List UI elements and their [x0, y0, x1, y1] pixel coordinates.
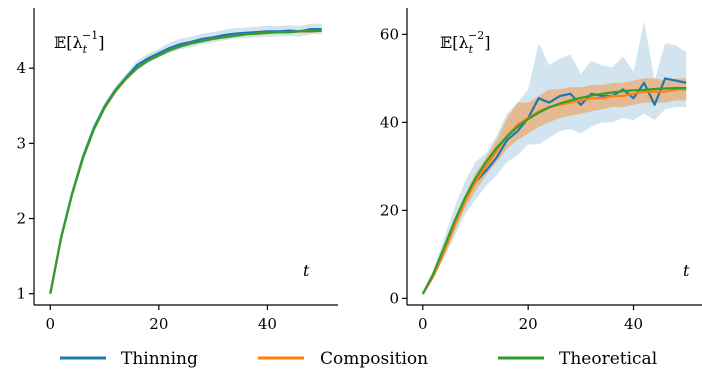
panel-annotation: 𝔼[λt−1]	[54, 29, 104, 56]
x-tick-label: 40	[258, 315, 277, 333]
y-tick-label: 1	[16, 285, 26, 303]
band-composition	[50, 29, 322, 294]
y-tick-label: 40	[380, 113, 399, 131]
panel-annotation: 𝔼[λt−2]	[440, 29, 490, 56]
y-tick-label: 4	[16, 59, 26, 77]
x-tick-label: 20	[519, 315, 538, 333]
legend-label-theoretical: Theoretical	[559, 349, 657, 369]
left-chart-panel: 0 20 40 1 2 3 4 𝔼[λt−1] t	[16, 8, 338, 333]
x-axis-label: t	[683, 261, 690, 280]
series-line-thinning	[49, 28, 322, 294]
series-line-theoretical	[421, 86, 687, 295]
legend-label-thinning: Thinning	[121, 349, 198, 369]
y-tick-label: 60	[380, 25, 399, 43]
y-tick-label: 0	[389, 289, 399, 307]
y-tick-label: 20	[380, 201, 399, 219]
right-chart-panel: 0 20 40 0 20 40 60 𝔼[λt−2] t	[380, 8, 702, 333]
x-tick-label: 20	[149, 315, 168, 333]
x-tick-label: 0	[46, 315, 56, 333]
band-thinning	[422, 21, 687, 294]
legend: Thinning Composition Theoretical	[60, 349, 657, 369]
y-tick-label: 3	[16, 134, 26, 152]
band-thinning	[50, 23, 322, 294]
series-line-theoretical	[49, 29, 322, 294]
y-tick-label: 2	[16, 210, 26, 228]
series-line-composition	[49, 29, 322, 294]
x-tick-label: 40	[624, 315, 643, 333]
x-tick-label: 0	[418, 315, 428, 333]
legend-label-composition: Composition	[320, 349, 428, 369]
band-composition	[422, 78, 687, 295]
x-axis-label: t	[303, 261, 310, 280]
